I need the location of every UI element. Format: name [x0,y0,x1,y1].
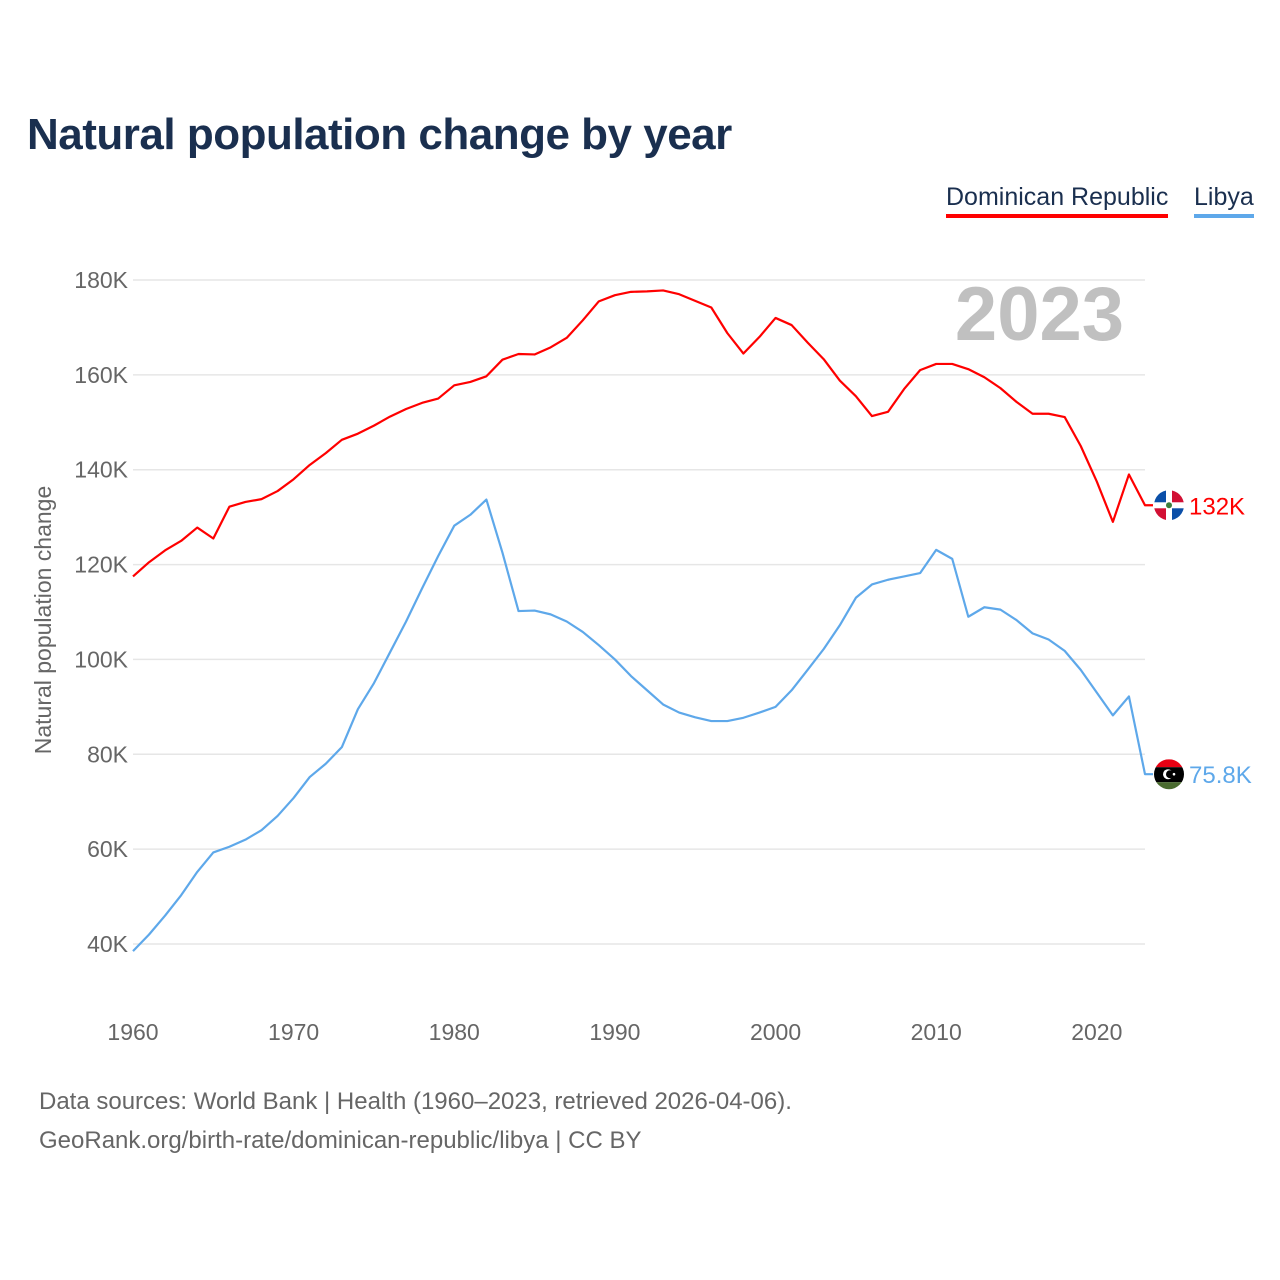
y-tick-label: 40K [87,931,129,957]
chart-title: Natural population change by year [27,110,732,159]
end-value-label: 132K [1189,493,1245,520]
x-tick-label: 2000 [750,1019,801,1045]
footer-link[interactable]: GeoRank.org/birth-rate/dominican-republi… [39,1127,642,1154]
y-tick-label: 180K [74,267,128,293]
dominican-republic-flag-icon [1154,490,1184,521]
y-tick-label: 140K [74,457,128,483]
legend-libya[interactable]: Libya [1194,183,1254,218]
y-tick-label: 100K [74,646,128,672]
y-tick-label: 160K [74,362,128,388]
x-tick-label: 1970 [268,1019,319,1045]
x-tick-label: 1960 [107,1019,158,1045]
series-line-dominican-republic[interactable] [132,289,1153,578]
end-value-label: 75.8K [1189,762,1252,789]
footer-sources: Data sources: World Bank | Health (1960–… [39,1088,792,1115]
x-tick-label: 1990 [589,1019,640,1045]
libya-flag-icon [1154,759,1184,790]
series-line-libya[interactable] [132,498,1153,952]
year-watermark: 2023 [955,272,1124,357]
y-tick-label: 120K [74,552,128,578]
y-tick-label: 60K [87,836,129,862]
x-tick-label: 2010 [911,1019,962,1045]
legend-dominican-republic[interactable]: Dominican Republic [946,183,1169,218]
y-tick-label: 80K [87,741,129,767]
x-tick-label: 2020 [1071,1019,1122,1045]
x-tick-label: 1980 [429,1019,480,1045]
y-axis-label: Natural population change [30,486,56,755]
